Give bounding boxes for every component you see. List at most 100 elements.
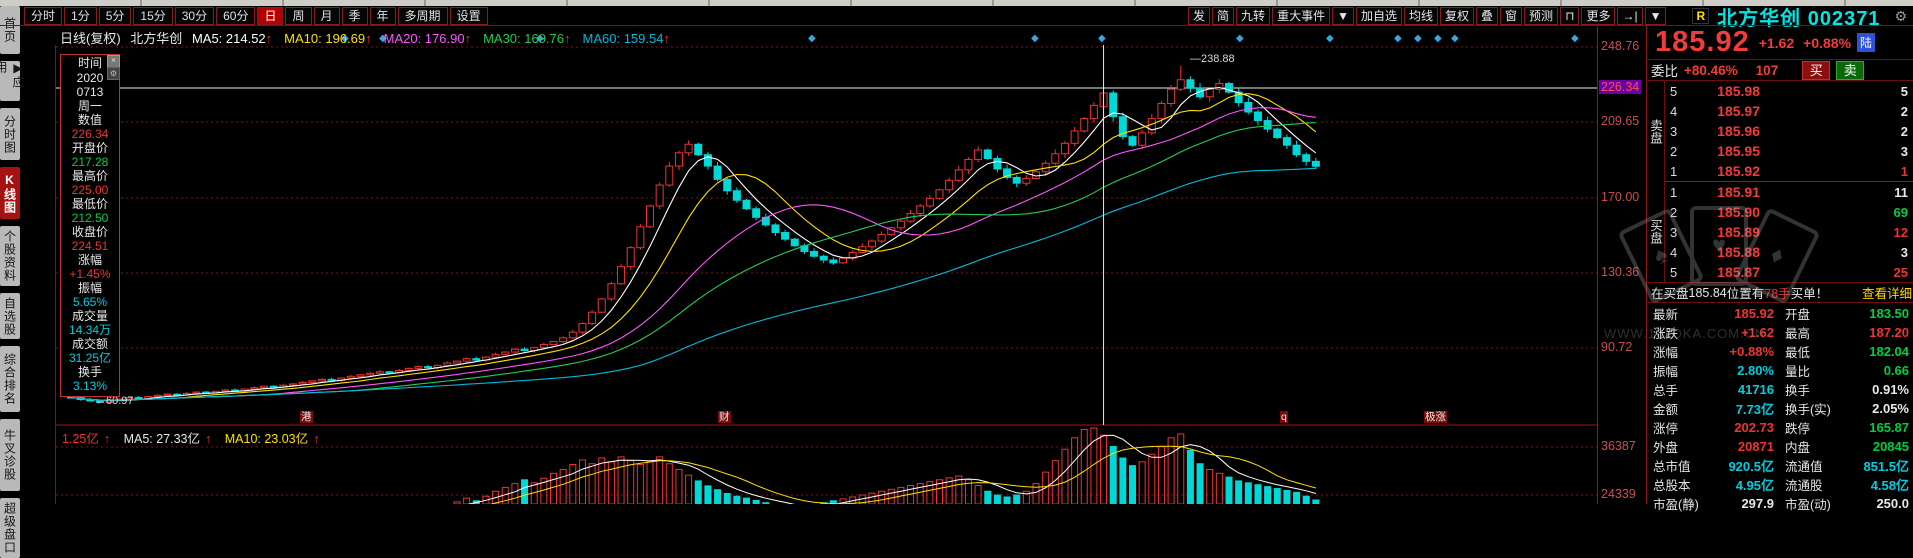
volume-pane-header: 1.25亿 ↑ MA5: 27.33亿 ↑ MA10: 23.03亿 ↑	[62, 428, 329, 447]
tooltip-row: +1.45%	[69, 267, 111, 281]
ma-value-1: MA10: 196.69↑	[284, 31, 372, 46]
tool-button-4[interactable]: ▼	[1332, 7, 1354, 25]
period-tab-30分[interactable]: 30分	[174, 7, 215, 25]
event-diamond-icon[interactable]: ◆	[1434, 33, 1442, 44]
period-tab-60分[interactable]: 60分	[216, 7, 256, 25]
ask-row-2[interactable]: 2 185.95 3	[1665, 141, 1913, 161]
ask-qty: 5	[1900, 83, 1908, 99]
tool-button-5[interactable]: 加自选	[1355, 7, 1402, 25]
stat-row-8: 总市值 920.5亿 流通值 851.5亿	[1647, 456, 1913, 475]
period-tab-分时[interactable]: 分时	[24, 7, 63, 25]
ask-row-4[interactable]: 4 185.97 2	[1665, 101, 1913, 121]
gear-icon[interactable]: ⚙	[107, 67, 120, 80]
stat-value: 4.58亿	[1870, 478, 1909, 493]
period-tab-多周期[interactable]: 多周期	[397, 7, 448, 25]
event-diamond-icon[interactable]: ◆	[1031, 33, 1039, 44]
tool-button-6[interactable]: 均线	[1403, 7, 1438, 25]
axis-label-209.65: 209.65	[1601, 114, 1640, 128]
period-tab-设置[interactable]: 设置	[449, 7, 488, 25]
stat-row-2: 涨幅 +0.88% 最低 182.04	[1647, 342, 1913, 361]
tool-button-12[interactable]: 更多	[1581, 7, 1616, 25]
bid-row-2[interactable]: 2 185.90 69	[1665, 202, 1913, 222]
sidebar-tab-超级盘口[interactable]: 超级盘口	[0, 498, 20, 558]
event-marker-q[interactable]: q	[1280, 411, 1288, 423]
period-tab-季[interactable]: 季	[341, 7, 368, 25]
event-diamond-icon[interactable]: ◆	[379, 33, 387, 44]
tooltip-row: 成交量	[71, 309, 108, 323]
event-diamond-icon[interactable]: ◆	[1326, 33, 1334, 44]
period-tab-15分[interactable]: 15分	[133, 7, 173, 25]
stat-label: 涨跌	[1653, 327, 1679, 341]
tool-button-9[interactable]: 窗	[1500, 7, 1523, 25]
tooltip-row: 数值	[77, 113, 102, 127]
bid-row-1[interactable]: 1 185.91 11	[1665, 182, 1913, 202]
event-diamond-icon[interactable]: ◆	[1414, 33, 1422, 44]
event-marker-财[interactable]: 财	[718, 411, 731, 423]
stock-title: 北方华创 002371	[1717, 7, 1881, 30]
view-detail-link[interactable]: 查看详细	[1861, 287, 1912, 301]
price-change-pct: +0.88%	[1803, 34, 1852, 51]
sidebar-tab-K线图[interactable]: K线图	[0, 167, 20, 219]
tooltip-row: 周一	[77, 99, 102, 113]
period-tab-年[interactable]: 年	[369, 7, 396, 25]
ask-row-1[interactable]: 1 185.92 1	[1665, 161, 1913, 181]
tool-buttons: 发简九转 重大事件 ▼ 加自选 均线 复权叠窗预测 ⊓ 更多 →| ▼	[1186, 7, 1667, 25]
sell-button[interactable]: 卖	[1836, 60, 1865, 80]
ask-qty: 2	[1900, 123, 1908, 139]
tool-button-10[interactable]: 预测	[1524, 7, 1559, 25]
buy-button[interactable]: 买	[1802, 60, 1831, 80]
event-diamond-icon[interactable]: ◆	[1451, 33, 1459, 44]
ask-row-5[interactable]: 5 185.98 5	[1665, 81, 1913, 101]
sidebar-tab-首页[interactable]: 首页	[0, 6, 20, 54]
period-tab-日[interactable]: 日	[257, 7, 284, 25]
period-tab-1分[interactable]: 1分	[64, 7, 97, 25]
tool-button-11[interactable]: ⊓	[1560, 7, 1580, 25]
bid-row-5[interactable]: 5 185.87 25	[1665, 262, 1913, 282]
tool-button-8[interactable]: 叠	[1476, 7, 1499, 25]
event-marker-港[interactable]: 港	[300, 411, 313, 423]
event-diamond-icon[interactable]: ◆	[808, 33, 816, 44]
event-diamond-icon[interactable]: ◆	[1394, 33, 1402, 44]
tool-button-13[interactable]: →|	[1617, 7, 1643, 25]
stat-label: 总股本	[1653, 479, 1691, 493]
tool-button-14[interactable]: ▼	[1644, 7, 1667, 25]
candlestick-chart[interactable]	[55, 45, 1598, 504]
bid-qty: 25	[1893, 264, 1908, 280]
event-diamond-icon[interactable]: ◆	[536, 33, 544, 44]
event-diamond-icon[interactable]: ◆	[1098, 33, 1106, 44]
price-change: +1.62	[1758, 34, 1795, 51]
stat-value: 182.04	[1869, 344, 1909, 359]
level-number: 1	[1670, 163, 1678, 179]
bid-price: 185.91	[1717, 184, 1760, 200]
chart-canvas[interactable]	[56, 45, 1598, 504]
period-tab-周[interactable]: 周	[285, 7, 312, 25]
sidebar-tab-综合排名[interactable]: 综合排名	[0, 346, 20, 412]
sidebar-tab-牛叉诊股[interactable]: 牛叉诊股	[0, 419, 20, 491]
chart-stock-name: 北方华创	[130, 31, 183, 46]
high-annotation: —238.88	[1190, 53, 1235, 65]
period-tab-月[interactable]: 月	[313, 7, 340, 25]
tooltip-row: 226.34	[71, 127, 109, 141]
event-diamond-icon[interactable]: ◆	[1236, 33, 1244, 44]
stat-label: 涨停	[1653, 422, 1679, 436]
gear-icon[interactable]: ⚙	[1894, 7, 1907, 24]
sidebar-tab-应用[interactable]: ▶应用	[0, 61, 25, 101]
sidebar-tab-个股资料[interactable]: 个股资料	[0, 226, 20, 286]
tool-button-2[interactable]: 九转	[1236, 7, 1271, 25]
tool-button-1[interactable]: 简	[1212, 7, 1235, 25]
sidebar-tab-自选股[interactable]: 自选股	[0, 293, 20, 339]
period-tab-5分[interactable]: 5分	[98, 7, 132, 25]
stat-label: 跌停	[1785, 422, 1811, 436]
bid-row-3[interactable]: 3 185.89 12	[1665, 222, 1913, 242]
event-diamond-icon[interactable]: ◆	[1571, 33, 1579, 44]
bid-row-4[interactable]: 4 185.88 3	[1665, 242, 1913, 262]
tool-button-0[interactable]: 发	[1188, 7, 1211, 25]
ask-row-3[interactable]: 3 185.96 2	[1665, 121, 1913, 141]
event-diamond-icon[interactable]: ◆	[341, 33, 349, 44]
sidebar-tab-分时图[interactable]: 分时图	[0, 108, 20, 160]
stat-label: 换手	[1785, 384, 1811, 398]
tool-button-7[interactable]: 复权	[1440, 7, 1475, 25]
tool-button-3[interactable]: 重大事件	[1272, 7, 1331, 25]
up-arrow-icon: ↑	[365, 31, 372, 46]
event-marker-极涨[interactable]: 极涨	[1424, 411, 1447, 423]
